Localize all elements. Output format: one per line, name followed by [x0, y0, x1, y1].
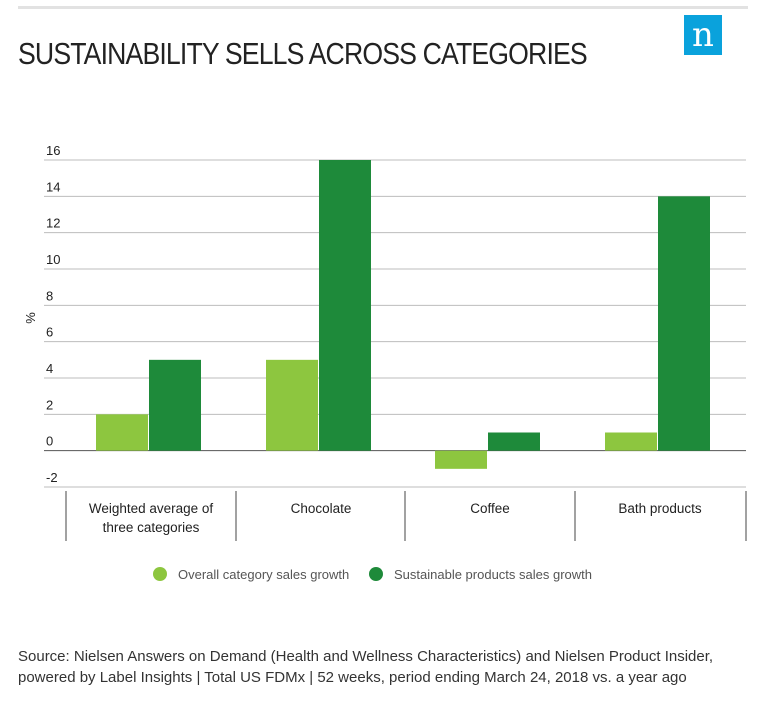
- legend-label: Overall category sales growth: [178, 567, 349, 582]
- x-category-label: Chocolate: [291, 501, 352, 516]
- bar-overall: [96, 414, 148, 451]
- chart-title: SUSTAINABILITY SELLS ACROSS CATEGORIES: [18, 36, 588, 71]
- bar-sustainable: [319, 160, 371, 451]
- top-rule: [18, 6, 748, 9]
- y-axis-label: %: [23, 312, 38, 324]
- y-tick-label: 0: [46, 434, 53, 449]
- source-note: Source: Nielsen Answers on Demand (Healt…: [18, 648, 714, 686]
- x-category-label: Coffee: [470, 501, 510, 516]
- nielsen-logo-icon: n: [684, 15, 722, 55]
- bar-overall: [435, 450, 487, 469]
- y-tick-label: 6: [46, 325, 53, 340]
- bar-chart: 16 14 12 10 8 6 4 2 0 -2% Weighted average of three…: [23, 143, 747, 582]
- y-tick-label: 2: [46, 397, 53, 412]
- bar-sustainable: [488, 432, 540, 451]
- y-tick-label: 12: [46, 216, 60, 231]
- legend-label: Sustainable products sales growth: [394, 567, 592, 582]
- y-tick-label: 10: [46, 252, 60, 267]
- bar-overall: [266, 359, 318, 451]
- y-tick-label: -2: [46, 470, 58, 485]
- x-category-label: Bath products: [618, 501, 702, 516]
- y-tick-label: 4: [46, 361, 53, 376]
- y-tick-label: 16: [46, 143, 60, 158]
- y-tick-label: 14: [46, 179, 60, 194]
- bar-sustainable: [149, 359, 201, 451]
- bar-sustainable: [658, 196, 710, 451]
- x-category-label: Weighted average of three categories: [89, 501, 214, 535]
- legend-swatch-icon: [153, 567, 167, 581]
- bar-overall: [605, 432, 657, 451]
- legend-swatch-icon: [369, 567, 383, 581]
- y-tick-label: 8: [46, 288, 53, 303]
